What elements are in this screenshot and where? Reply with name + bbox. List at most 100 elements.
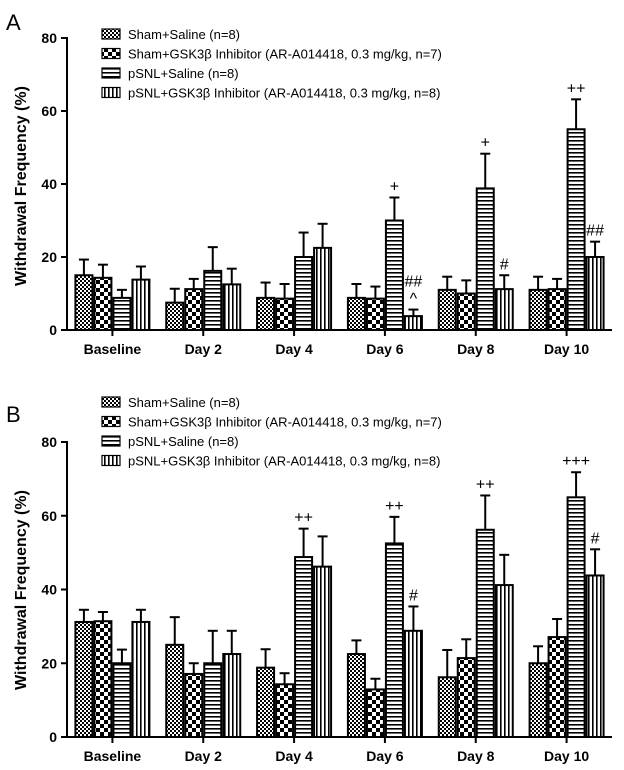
bar-b-2-0 — [256, 666, 276, 738]
legend-swatch-a-3 — [101, 86, 121, 99]
bar-b-2-1 — [275, 683, 295, 738]
significance-mark-b-3: ++ — [476, 476, 495, 493]
significance-mark-b-0: ++ — [294, 510, 313, 527]
significance-mark-a-0: + — [390, 179, 399, 196]
bar-b-0-1 — [93, 620, 113, 739]
bar-b-4-1 — [456, 657, 476, 739]
bar-b-1-3 — [222, 653, 242, 738]
legend-swatch-a-1 — [101, 47, 121, 60]
bar-b-1-0 — [165, 643, 185, 738]
x-tick-label-a-1: Day 2 — [185, 341, 223, 357]
bar-a-3-3 — [403, 315, 423, 332]
bar-b-4-0 — [437, 676, 457, 739]
bar-a-0-2 — [112, 296, 132, 332]
significance-mark-a-4: # — [500, 256, 509, 273]
legend-label-a-2: pSNL+Saline (n=8) — [128, 66, 239, 81]
significance-mark-b-2: # — [409, 587, 418, 604]
plot-area-a: 0 20 40 60 80 Baseline Day 2 Day 4 Day 6 Day 8 Day… — [41, 30, 612, 357]
legend-swatch-a-2 — [101, 67, 121, 79]
bar-a-4-0 — [437, 288, 457, 332]
x-tick-label-b-3: Day 6 — [366, 748, 404, 764]
bar-a-1-0 — [165, 301, 185, 331]
bar-a-0-3 — [131, 278, 151, 332]
significance-mark-a-1: ^ — [410, 291, 418, 308]
x-tick-label-b-5: Day 10 — [544, 748, 589, 764]
legend-swatch-b-1 — [101, 415, 121, 428]
bar-b-2-3 — [313, 565, 333, 739]
y-tick-label-a-4: 80 — [41, 30, 57, 46]
legend-label-a-1: Sham+GSK3β Inhibitor (AR-A014418, 0.3 mg… — [128, 47, 442, 62]
x-tick-label-a-4: Day 8 — [457, 341, 495, 357]
panel-letter-a: A — [6, 10, 21, 35]
bar-a-4-2 — [475, 187, 495, 331]
significance-mark-a-6: ## — [586, 223, 604, 240]
legend-label-b-2: pSNL+Saline (n=8) — [128, 434, 239, 449]
legend-label-b-3: pSNL+GSK3β Inhibitor (AR-A014418, 0.3 mg… — [128, 454, 440, 469]
y-axis-title-b: Withdrawal Frequency (%) — [13, 490, 30, 690]
x-tick-label-a-2: Day 4 — [275, 341, 313, 357]
legend-swatch-b-2 — [101, 435, 121, 447]
significance-mark-b-4: +++ — [562, 453, 590, 470]
legend-b: Sham+Saline (n=8) Sham+GSK3β Inhibitor (A… — [101, 395, 442, 469]
bar-a-5-2 — [566, 128, 586, 331]
bar-a-2-2 — [294, 256, 314, 331]
bar-b-5-2 — [566, 496, 586, 738]
y-tick-label-a-0: 0 — [49, 322, 57, 338]
bar-a-4-1 — [456, 292, 476, 331]
legend-swatch-b-0 — [101, 396, 121, 408]
legend-a: Sham+Saline (n=8) Sham+GSK3β Inhibitor (A… — [101, 27, 442, 101]
significance-mark-a-3: + — [481, 135, 490, 152]
significance-mark-b-5: # — [591, 530, 600, 547]
bar-a-3-0 — [346, 296, 366, 332]
plot-area-b: 0 20 40 60 80 Baseline Day 2 Day 4 Day 6 Day 8 Day… — [41, 434, 612, 764]
bar-a-5-3 — [585, 256, 605, 331]
significance-mark-b-1: ++ — [385, 498, 404, 515]
y-tick-label-b-4: 80 — [41, 434, 57, 450]
bar-a-2-1 — [275, 297, 295, 331]
x-tick-label-b-0: Baseline — [84, 748, 142, 764]
legend-swatch-b-3 — [101, 454, 121, 467]
bar-b-3-1 — [365, 688, 385, 739]
bar-b-1-2 — [203, 662, 223, 738]
bar-b-3-3 — [403, 629, 423, 738]
x-tick-label-b-1: Day 2 — [185, 748, 223, 764]
x-tick-label-a-0: Baseline — [84, 341, 142, 357]
y-tick-label-a-1: 20 — [41, 249, 57, 265]
bar-b-5-0 — [528, 662, 548, 738]
legend-swatch-a-0 — [101, 28, 121, 40]
bar-b-0-0 — [74, 620, 94, 739]
y-tick-label-a-2: 40 — [41, 176, 57, 192]
significance-mark-a-2: ## — [405, 274, 423, 291]
y-tick-label-b-2: 40 — [41, 582, 57, 598]
y-tick-label-b-1: 20 — [41, 655, 57, 671]
x-tick-label-a-3: Day 6 — [366, 341, 404, 357]
legend-label-a-0: Sham+Saline (n=8) — [128, 27, 240, 42]
bar-b-0-3 — [131, 620, 151, 739]
bar-a-0-1 — [93, 276, 113, 331]
bar-a-2-3 — [313, 246, 333, 331]
legend-label-a-3: pSNL+GSK3β Inhibitor (AR-A014418, 0.3 mg… — [128, 86, 440, 101]
x-tick-label-b-4: Day 8 — [457, 748, 495, 764]
bar-b-4-2 — [475, 528, 495, 739]
y-axis-title-a: Withdrawal Frequency (%) — [13, 86, 30, 286]
bar-a-0-0 — [74, 274, 94, 331]
bar-b-5-3 — [585, 574, 605, 738]
bar-a-5-0 — [528, 288, 548, 332]
significance-mark-a-5: ++ — [567, 80, 586, 97]
bar-b-3-2 — [384, 542, 404, 738]
bar-a-5-1 — [547, 288, 567, 331]
panel-a: A Withdrawal Frequency (%) Sham+Saline (… — [6, 10, 612, 357]
panel-letter-b: B — [6, 402, 21, 427]
bar-b-2-2 — [294, 556, 314, 738]
bar-b-4-3 — [494, 584, 514, 739]
bar-a-4-3 — [494, 288, 514, 331]
bar-a-1-2 — [203, 269, 223, 331]
bar-b-5-1 — [547, 636, 567, 738]
y-tick-label-b-0: 0 — [49, 729, 57, 745]
bar-b-3-0 — [346, 653, 366, 738]
bar-b-0-2 — [112, 662, 132, 738]
bar-a-1-3 — [222, 283, 242, 331]
legend-label-b-1: Sham+GSK3β Inhibitor (AR-A014418, 0.3 mg… — [128, 415, 442, 430]
bar-a-3-2 — [384, 219, 404, 331]
